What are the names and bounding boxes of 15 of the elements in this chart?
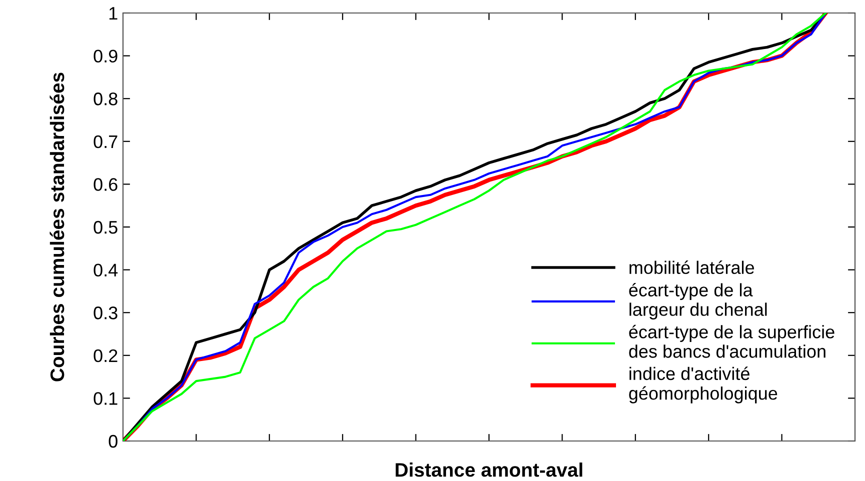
x-axis-title: Distance amont-aval	[396, 462, 582, 477]
y-tick-label: 0.2	[94, 349, 118, 362]
y-tick-label: 0	[108, 434, 118, 448]
legend-label: indice d'activité géomorphologique	[629, 366, 778, 404]
y-tick-label: 0.9	[94, 50, 118, 63]
legend-label: mobilité latérale	[630, 260, 754, 274]
y-tick-label: 0.3	[94, 306, 118, 320]
y-tick-label: 1	[109, 7, 118, 20]
y-tick-label: 0.8	[94, 92, 118, 106]
y-axis-title: Courbes cumulées standardisées	[50, 72, 64, 382]
y-tick-label: 0.7	[94, 135, 118, 148]
y-tick-label: 0.1	[94, 392, 118, 405]
y-tick-label: 0.5	[94, 220, 118, 234]
y-tick-label: 0.6	[94, 178, 118, 191]
y-tick-label: 0.4	[94, 264, 118, 277]
